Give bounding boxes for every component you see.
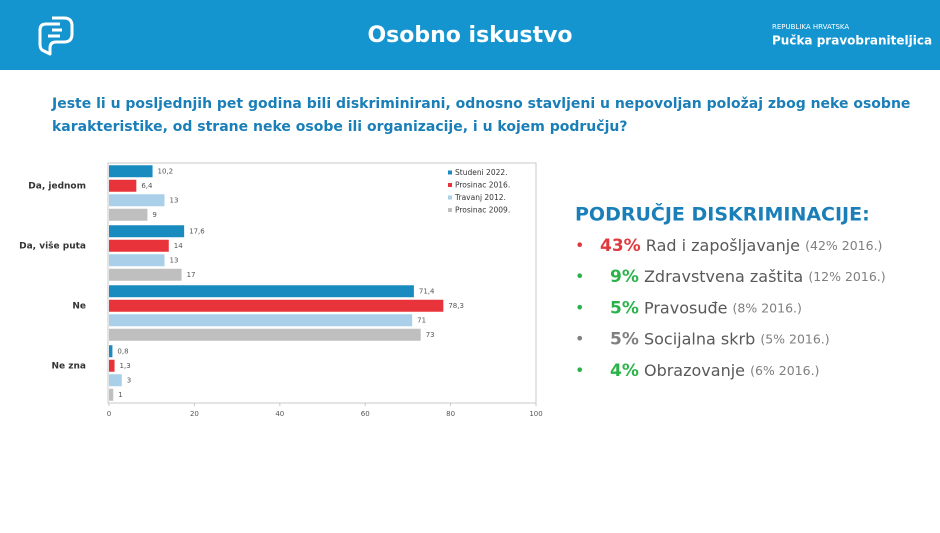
legend-label: Studeni 2022. — [455, 168, 508, 177]
area-label: Pravosuđe — [644, 298, 727, 317]
bar — [109, 328, 421, 341]
value-label: 0,8 — [117, 347, 128, 355]
bar — [109, 299, 444, 312]
bar — [109, 268, 182, 281]
x-tick-label: 0 — [107, 410, 111, 418]
category-label: Ne — [72, 302, 86, 312]
legend-label: Prosinac 2009. — [455, 206, 510, 215]
area-note: (42% 2016.) — [805, 238, 882, 253]
bar — [109, 194, 165, 207]
org-name: Pučka pravobraniteljica — [772, 34, 932, 48]
value-label: 17,6 — [189, 227, 205, 235]
value-label: 1,3 — [120, 362, 131, 370]
category-label: Da, više puta — [19, 241, 86, 252]
area-label: Obrazovanje — [644, 360, 745, 379]
value-label: 10,2 — [158, 167, 174, 175]
area-pct: 9% — [610, 267, 639, 287]
bullet: • — [575, 360, 584, 379]
x-tick-label: 40 — [275, 410, 284, 418]
area-item: 5% Socijalna skrb (5% 2016.) — [610, 329, 830, 350]
value-label: 13 — [170, 196, 179, 204]
logo — [38, 16, 74, 56]
bar — [109, 388, 114, 401]
bar — [109, 179, 137, 192]
area-item: 43% Rad i zapošljavanje (42% 2016.) — [600, 236, 882, 257]
area-label: Zdravstvena zaštita — [644, 267, 803, 286]
area-pct: 5% — [610, 330, 639, 350]
x-tick-label: 60 — [361, 410, 370, 418]
question-line: karakteristike, od strane neke osobe ili… — [52, 119, 627, 135]
bar — [109, 285, 414, 298]
legend-swatch — [448, 195, 452, 200]
area-item: 9% Zdravstvena zaštita (12% 2016.) — [610, 267, 886, 288]
value-label: 14 — [174, 242, 183, 250]
plot-frame — [107, 162, 537, 404]
area-note: (8% 2016.) — [733, 300, 802, 315]
area-label: Socijalna skrb — [644, 329, 755, 348]
bar — [109, 165, 153, 178]
legend-label: Travanj 2012. — [454, 193, 506, 202]
bar — [109, 345, 113, 358]
org-small: REPUBLIKA HRVATSKA — [772, 23, 849, 31]
x-tick-label: 80 — [446, 410, 455, 418]
header-bar — [0, 0, 940, 70]
value-label: 73 — [426, 331, 435, 339]
bar — [109, 374, 122, 387]
bar — [109, 208, 148, 221]
x-tick-label: 20 — [190, 410, 199, 418]
area-pct: 4% — [610, 361, 639, 381]
bar — [109, 314, 413, 327]
value-label: 71 — [417, 316, 426, 324]
value-label: 9 — [152, 211, 156, 219]
areas-title: PODRUČJE DISKRIMINACIJE: — [575, 202, 870, 226]
value-label: 3 — [127, 376, 131, 384]
bullet: • — [575, 236, 584, 255]
bullet: • — [575, 329, 584, 348]
value-label: 6,4 — [141, 182, 153, 190]
legend-swatch — [448, 170, 452, 175]
area-note: (12% 2016.) — [808, 269, 885, 284]
area-label: Rad i zapošljavanje — [646, 236, 800, 255]
area-item: 5% Pravosuđe (8% 2016.) — [610, 298, 802, 319]
bar — [109, 225, 185, 238]
value-label: 17 — [187, 271, 196, 279]
legend-swatch — [448, 208, 452, 212]
area-note: (5% 2016.) — [760, 331, 829, 346]
bullet: • — [575, 298, 584, 317]
value-label: 71,4 — [419, 287, 435, 295]
x-tick-label: 100 — [529, 410, 542, 418]
bar — [109, 359, 115, 372]
value-label: 1 — [118, 391, 122, 399]
bar — [109, 239, 169, 252]
value-label: 13 — [170, 256, 179, 264]
category-label: Da, jednom — [28, 182, 86, 192]
value-label: 78,3 — [448, 302, 464, 310]
area-pct: 43% — [600, 236, 641, 256]
area-pct: 5% — [610, 298, 639, 318]
area-item: 4% Obrazovanje (6% 2016.) — [610, 360, 819, 381]
header-title: Osobno iskustvo — [367, 23, 572, 48]
question-line: Jeste li u posljednjih pet godina bili d… — [51, 96, 910, 112]
legend-swatch — [448, 183, 452, 187]
legend-label: Prosinac 2016. — [455, 181, 510, 190]
bar — [109, 254, 165, 267]
category-label: Ne zna — [52, 362, 87, 372]
area-note: (6% 2016.) — [750, 362, 819, 377]
bullet: • — [575, 267, 584, 286]
